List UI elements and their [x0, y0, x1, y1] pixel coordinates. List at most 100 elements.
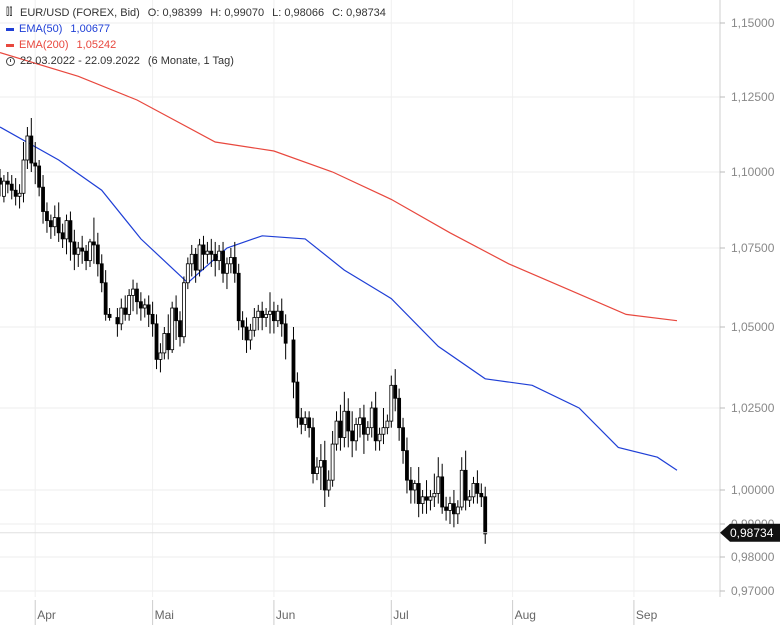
low-label: L:	[272, 7, 282, 19]
low-value: 0,98066	[284, 7, 325, 19]
candle	[264, 308, 268, 327]
candle	[37, 160, 42, 197]
candle	[334, 411, 339, 451]
close-label: C:	[332, 7, 344, 19]
y-tick-label: 1,02500	[731, 401, 775, 415]
candle	[127, 289, 132, 321]
candle-body	[264, 313, 268, 318]
candle-body	[95, 244, 100, 265]
candle	[272, 301, 276, 334]
clock-icon	[6, 56, 15, 66]
candle	[80, 235, 85, 264]
candle-body	[64, 220, 69, 240]
candle-body	[45, 211, 49, 222]
candle	[17, 184, 22, 209]
high-label: H:	[210, 7, 222, 19]
candle-body	[467, 496, 472, 501]
candle	[256, 304, 261, 331]
candle	[240, 311, 245, 340]
candle-body	[272, 310, 276, 322]
candle-body	[107, 313, 112, 318]
x-tick-label: Jul	[393, 608, 408, 622]
ema200-label: EMA(200)	[19, 39, 69, 51]
candle-body	[350, 430, 355, 442]
ema50-line	[0, 126, 678, 471]
candle-body	[424, 496, 429, 501]
candle	[315, 457, 319, 481]
candle	[248, 323, 253, 350]
legend-ema50-row[interactable]: EMA(50) 1,00677	[6, 21, 386, 37]
candle-body	[197, 244, 202, 271]
candle	[326, 470, 331, 497]
candle	[463, 450, 468, 511]
candle	[358, 408, 362, 438]
candle-body	[217, 250, 222, 262]
y-tick-label: 1,10000	[731, 165, 775, 179]
candle-body	[209, 250, 214, 255]
candle-body	[448, 503, 452, 511]
candle	[221, 241, 225, 283]
instrument-name: EUR/USD (FOREX, Bid)	[20, 7, 140, 19]
candle	[244, 317, 249, 353]
candle-body	[232, 257, 237, 274]
candle	[150, 301, 155, 337]
candle	[162, 327, 167, 360]
open-value: 0,98399	[162, 7, 203, 19]
candle-body	[408, 479, 413, 491]
candle-body	[303, 417, 308, 425]
candle	[182, 276, 186, 344]
legend-range-row: 22.03.2022 - 22.09.2022 (6 Monate, 1 Tag…	[6, 53, 386, 69]
chart-legend: ⫿⫿ EUR/USD (FOREX, Bid) O: 0,98399 H: 0,…	[6, 5, 386, 69]
candle	[60, 223, 65, 248]
candle-body	[299, 417, 304, 425]
ema50-line-group	[0, 126, 678, 471]
candle-body	[479, 492, 484, 498]
candle	[350, 411, 355, 458]
candle-body	[275, 310, 280, 322]
candle	[45, 202, 49, 233]
candle	[338, 404, 343, 451]
candle	[88, 238, 92, 267]
candle	[467, 490, 472, 507]
candle	[56, 202, 61, 242]
y-tick-label: 1,00000	[731, 483, 775, 497]
candle	[142, 298, 147, 318]
candle	[41, 175, 45, 224]
candle-body	[330, 443, 335, 481]
candle-body	[201, 244, 206, 255]
candle	[135, 282, 139, 315]
candlestick-icon: ⫿⫿	[6, 7, 13, 18]
candle	[154, 314, 159, 370]
candle-body	[244, 326, 249, 341]
candle-body	[33, 162, 38, 167]
candle	[68, 211, 73, 261]
candle	[303, 411, 308, 431]
candle	[346, 398, 351, 448]
candle-body	[334, 420, 339, 445]
candle-body	[103, 282, 108, 315]
candle-body	[115, 317, 120, 325]
candle	[201, 235, 206, 271]
candle	[342, 391, 347, 448]
candle-body	[428, 496, 433, 501]
candle-body	[346, 410, 351, 432]
candle-body	[365, 427, 370, 435]
candle	[123, 295, 128, 321]
candle-body	[178, 320, 182, 338]
x-tick-label: Sep	[636, 608, 658, 622]
candle	[95, 232, 100, 277]
candle-body	[373, 407, 378, 442]
high-value: 0,99070	[224, 7, 265, 19]
candle-body	[213, 253, 218, 262]
candle-body	[279, 310, 284, 325]
candle	[405, 437, 409, 494]
ema50-swatch	[6, 27, 14, 31]
candle-body	[256, 310, 261, 318]
legend-ema200-row[interactable]: EMA(200) 1,05242	[6, 37, 386, 53]
candle-body	[185, 263, 190, 284]
candle-body	[393, 384, 398, 399]
candle-body	[193, 253, 198, 271]
candle	[279, 298, 284, 337]
ema50-label: EMA(50)	[19, 23, 63, 35]
